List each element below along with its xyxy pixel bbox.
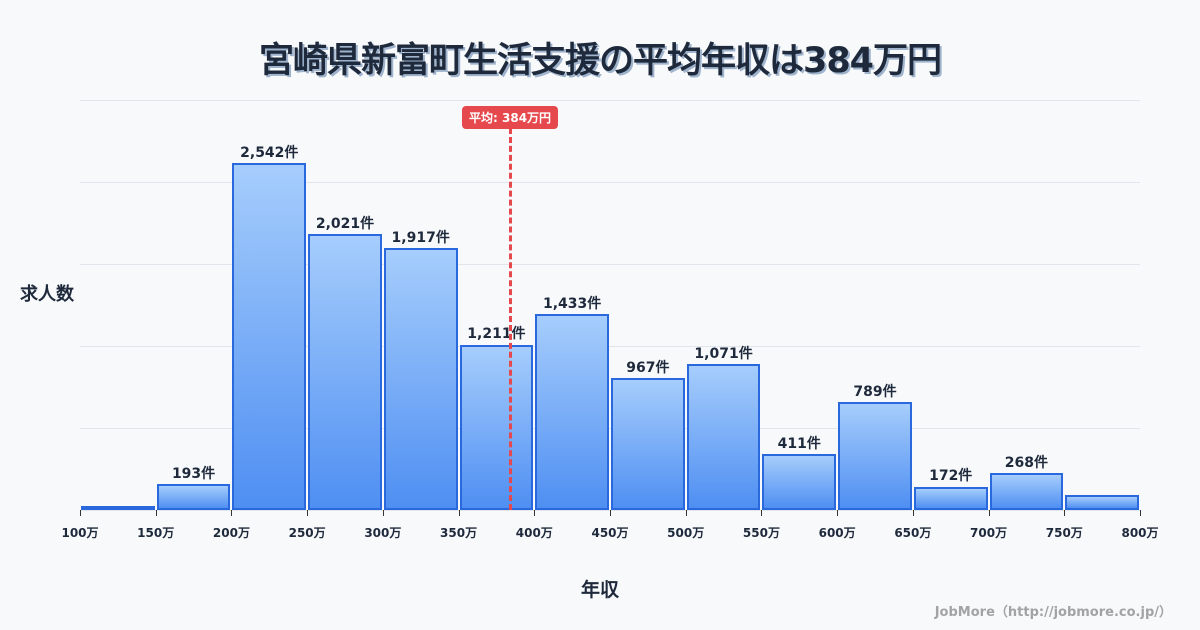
bar-value-label: 2,542件 [240,144,299,161]
bar-value-label: 1,211件 [467,326,526,343]
x-axis-tick [761,510,763,516]
x-axis-tick [155,510,157,516]
x-axis-tick-label: 200万 [212,526,250,540]
bar-value-label: 2,021件 [315,215,375,232]
x-axis-tick [458,510,460,516]
histogram-bar [1065,494,1139,510]
gridline [80,182,1140,183]
gridline [80,346,1140,347]
bar-value-label: 172件 [929,468,973,485]
x-axis-tick [534,510,536,516]
histogram-bar [81,506,155,510]
bar-value-label: 1,433件 [542,296,602,313]
x-axis-tick-label: 700万 [970,526,1008,540]
gridline [80,264,1140,265]
histogram-bar [308,233,382,510]
x-axis-tick-label: 150万 [137,526,175,540]
bar-value-label: 967件 [626,359,670,376]
x-axis-tick-label: 300万 [364,526,402,540]
bar-value-label: 1,917件 [391,230,450,246]
histogram-bar [383,248,458,510]
x-axis-tick [382,510,384,516]
x-axis-tick [912,510,914,516]
x-axis-tick [307,510,309,516]
x-axis-tick [80,510,81,516]
watermark: JobMore（http://jobmore.co.jp/） [934,605,1172,620]
chart-title: 宮崎県新富町生活支援の平均年収は384万円 [258,41,942,81]
x-axis-tick-label: 250万 [288,526,326,540]
bar-value-label: 789件 [853,384,897,401]
x-axis-tick-label: 500万 [667,526,705,540]
histogram-bar [156,483,231,510]
x-axis-tick-label: 750万 [1045,526,1083,540]
bar-value-label: 193件 [171,465,216,482]
x-axis-tick-label: 100万 [61,526,99,540]
x-axis-tick-label: 650万 [894,526,932,540]
histogram-bar [762,453,837,510]
x-axis-tick-label: 350万 [440,526,478,540]
bar-value-label: 1,071件 [694,345,753,362]
bar-value-label: 268件 [1004,455,1049,472]
x-axis-tick [988,510,990,516]
average-badge: 平均: 384万円 [462,106,559,129]
x-axis-label: 年収 [580,579,619,601]
y-axis-label: 求人数 [20,284,74,305]
plot-area [80,100,1140,511]
x-axis-tick [610,510,611,516]
x-axis-tick-label: 600万 [818,526,856,540]
histogram-bar [535,314,609,510]
gridline [80,428,1140,429]
gridline [80,100,1140,101]
x-axis-tick-label: 450万 [591,526,629,540]
x-axis-tick [1140,510,1141,516]
average-line [509,128,513,510]
histogram-bar [459,344,534,510]
x-axis-tick [1064,510,1066,516]
histogram-bar [913,486,988,510]
histogram-bar [989,473,1064,510]
histogram-bar [232,162,307,510]
x-axis-tick-label: 400万 [515,526,553,540]
x-axis-tick [837,510,839,516]
x-axis-tick-label: 550万 [742,526,780,540]
histogram-bar [686,363,761,510]
bar-value-label: 411件 [777,435,821,452]
x-axis-tick [231,510,233,516]
histogram-bar [611,377,685,510]
x-axis-tick-label: 800万 [1121,526,1159,540]
histogram-bar [838,402,912,510]
x-axis-tick [685,510,687,516]
